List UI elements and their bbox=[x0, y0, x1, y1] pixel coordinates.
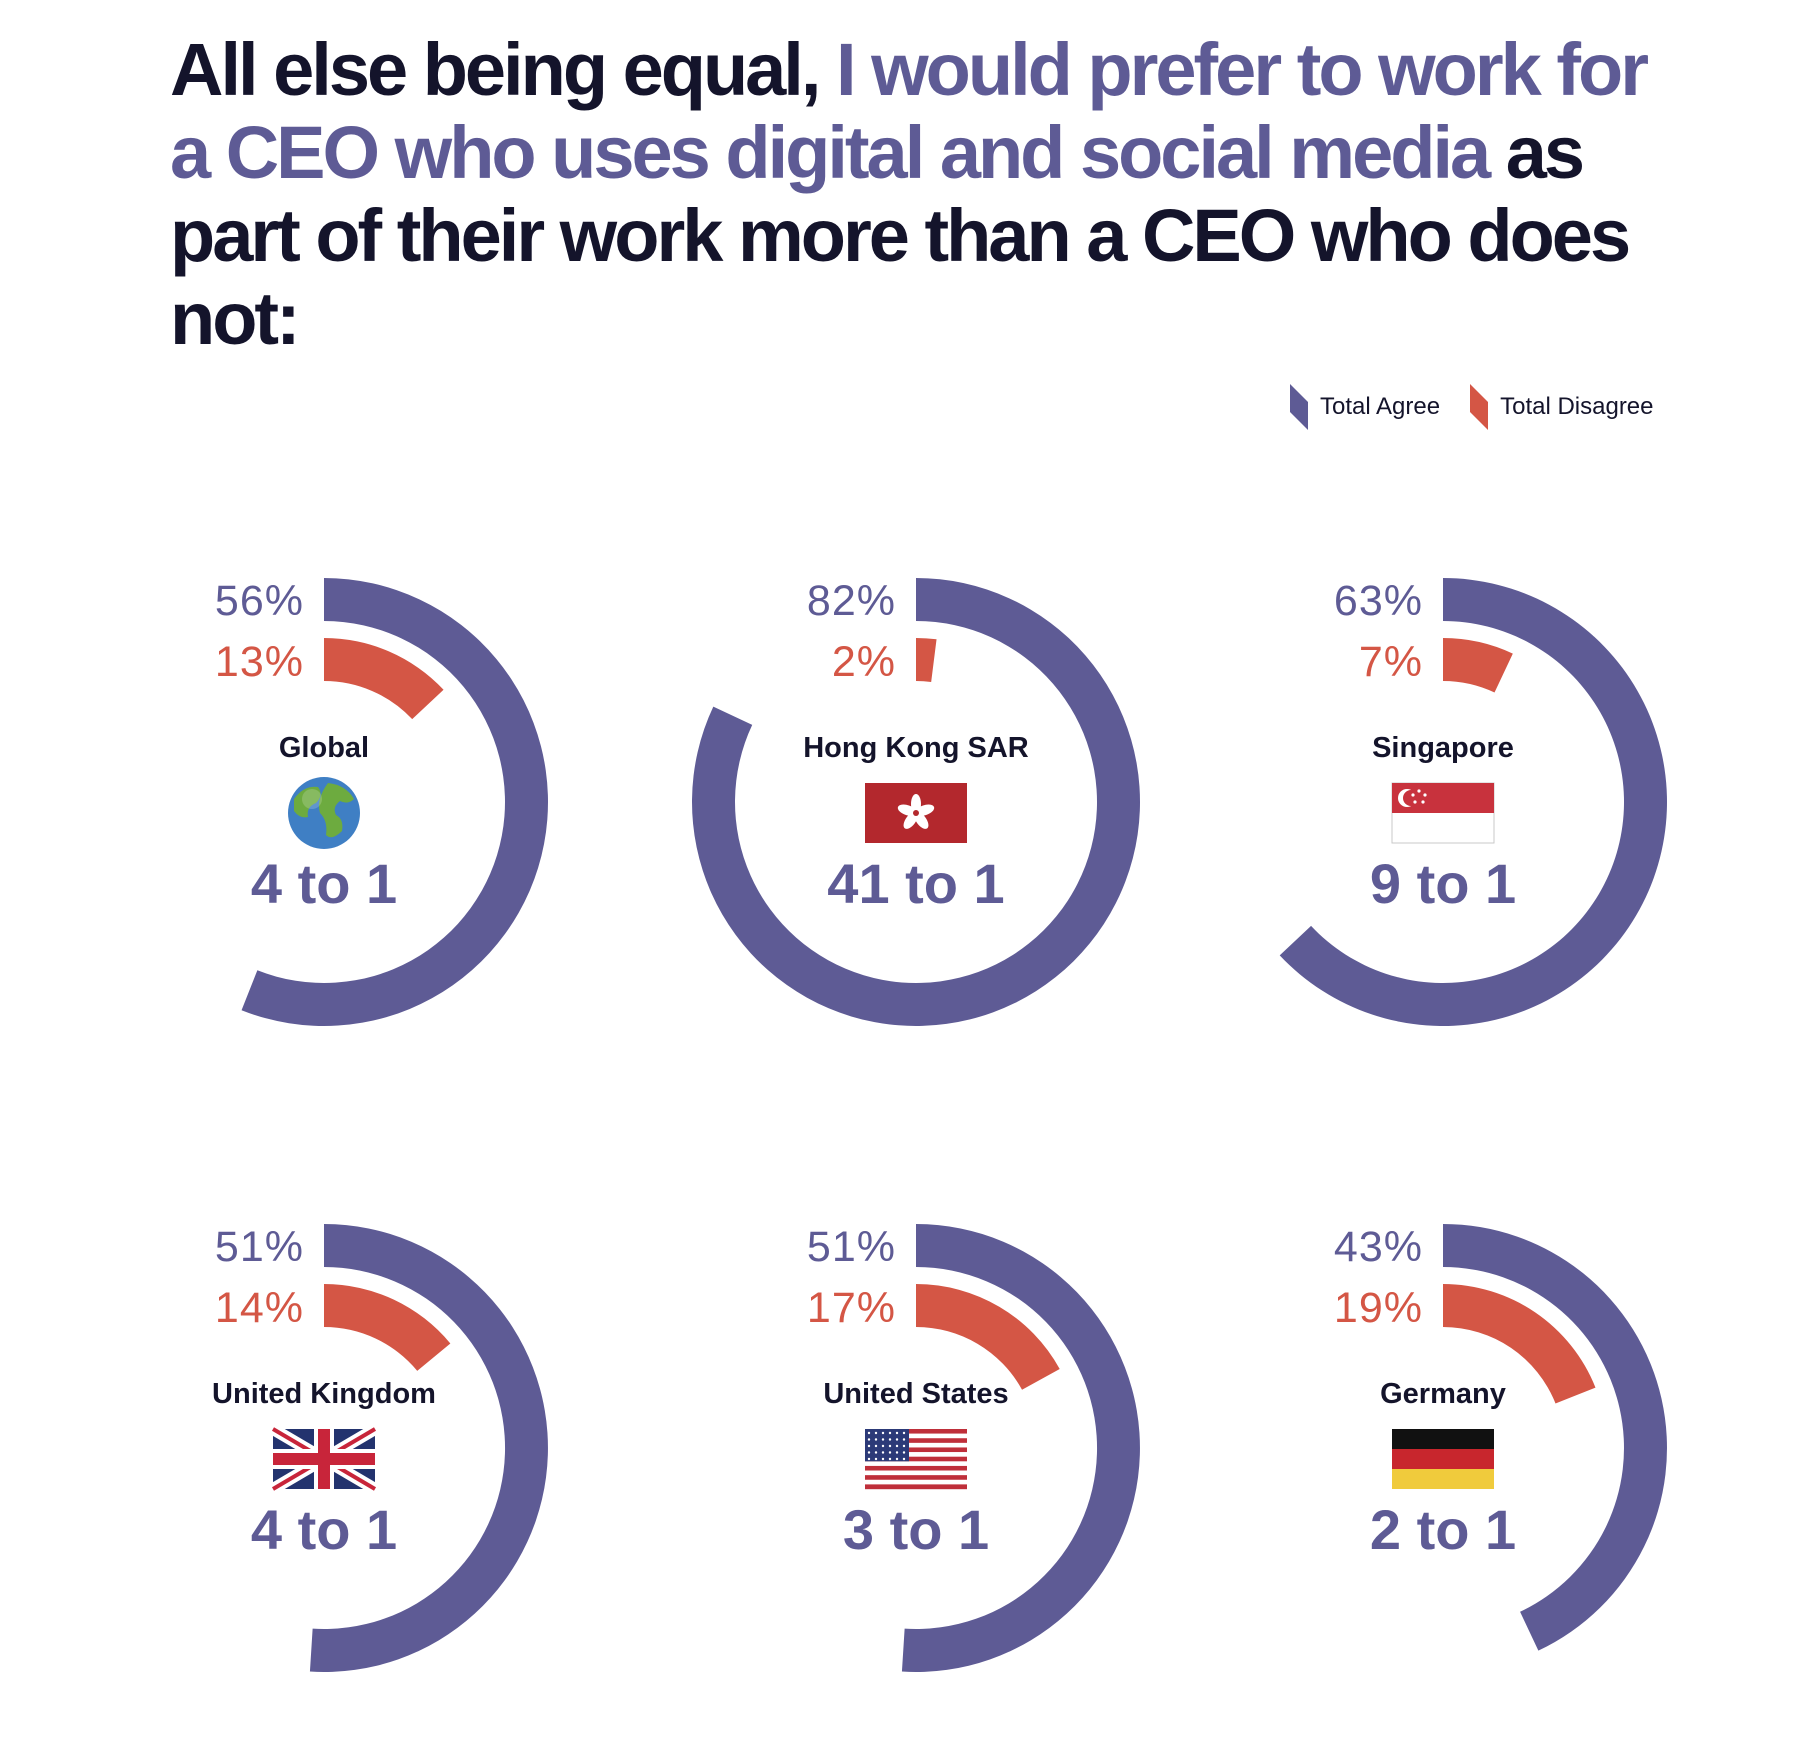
ratio-label-germany: 2 to 1 bbox=[1370, 1498, 1516, 1561]
germany-flag-icon bbox=[1392, 1429, 1494, 1489]
disagree-arc-hong-kong-sar bbox=[916, 638, 937, 682]
region-label-global: Global bbox=[279, 732, 369, 764]
region-label-singapore: Singapore bbox=[1372, 732, 1514, 764]
disagree-value-singapore: 7% bbox=[1359, 638, 1423, 686]
legend-swatch-disagree bbox=[1470, 384, 1489, 430]
singapore-flag-icon bbox=[1391, 782, 1495, 844]
legend-item-disagree: Total Disagree bbox=[1470, 384, 1654, 430]
disagree-value-global: 13% bbox=[215, 638, 304, 686]
title-highlight: I would prefer to work for a CEO who use… bbox=[170, 28, 1649, 194]
radial-chart-united-kingdom: 51% 14% United Kingdom 4 to 1 bbox=[212, 1223, 548, 1672]
agree-value-hong-kong-sar: 82% bbox=[807, 577, 896, 625]
agree-value-singapore: 63% bbox=[1334, 577, 1423, 625]
ratio-label-hong-kong-sar: 41 to 1 bbox=[827, 852, 1004, 915]
title-lead: All else being equal, bbox=[170, 28, 836, 111]
radial-chart-united-states: 51% 17% United States 3 to 1 bbox=[807, 1223, 1140, 1672]
radial-chart-germany: 43% 19% Germany 2 to 1 bbox=[1334, 1223, 1667, 1651]
disagree-arc-global bbox=[324, 638, 444, 720]
radial-chart-hong-kong-sar: 82% 2% Hong Kong SAR 41 to 1 bbox=[692, 577, 1141, 1026]
agree-value-united-states: 51% bbox=[807, 1223, 896, 1271]
region-label-united-states: United States bbox=[823, 1378, 1008, 1410]
ratio-label-singapore: 9 to 1 bbox=[1370, 852, 1516, 915]
agree-value-germany: 43% bbox=[1334, 1223, 1423, 1271]
uk-flag-icon bbox=[269, 1423, 379, 1495]
region-label-hong-kong-sar: Hong Kong SAR bbox=[803, 732, 1029, 764]
radial-chart-global: 56% 13% Global 4 to 1 bbox=[215, 577, 548, 1026]
disagree-arc-united-states bbox=[916, 1284, 1060, 1390]
agree-value-united-kingdom: 51% bbox=[215, 1223, 304, 1271]
agree-value-global: 56% bbox=[215, 577, 304, 625]
agree-arc-global bbox=[241, 578, 548, 1026]
disagree-arc-singapore bbox=[1443, 638, 1513, 693]
us-flag-icon bbox=[865, 1429, 967, 1490]
ratio-label-united-kingdom: 4 to 1 bbox=[251, 1498, 397, 1561]
chart-title: All else being equal, I would prefer to … bbox=[170, 28, 1690, 360]
disagree-value-hong-kong-sar: 2% bbox=[832, 638, 896, 686]
disagree-value-united-kingdom: 14% bbox=[215, 1284, 304, 1332]
region-label-germany: Germany bbox=[1380, 1378, 1506, 1410]
legend-label-disagree: Total Disagree bbox=[1500, 393, 1654, 420]
hong-kong-flag-icon bbox=[865, 783, 967, 843]
legend-item-agree: Total Agree bbox=[1290, 384, 1440, 430]
agree-arc-united-states bbox=[901, 1224, 1140, 1672]
ratio-label-united-states: 3 to 1 bbox=[843, 1498, 989, 1561]
disagree-value-germany: 19% bbox=[1334, 1284, 1423, 1332]
globe-icon bbox=[288, 777, 360, 849]
disagree-arc-germany bbox=[1443, 1284, 1596, 1404]
legend-label-agree: Total Agree bbox=[1320, 393, 1441, 420]
radial-chart-singapore: 63% 7% Singapore 9 to 1 bbox=[1279, 577, 1667, 1026]
disagree-value-united-states: 17% bbox=[807, 1284, 896, 1332]
legend: Total Agree Total Disagree bbox=[1290, 384, 1654, 430]
title-tail: as part of their work more than a CEO wh… bbox=[170, 111, 1631, 360]
agree-arc-united-kingdom bbox=[309, 1224, 548, 1672]
ratio-label-global: 4 to 1 bbox=[251, 852, 397, 915]
legend-swatch-agree bbox=[1290, 384, 1308, 430]
region-label-united-kingdom: United Kingdom bbox=[212, 1378, 436, 1410]
disagree-arc-united-kingdom bbox=[324, 1284, 451, 1371]
agree-arc-germany bbox=[1443, 1224, 1667, 1651]
agree-arc-singapore bbox=[1279, 578, 1667, 1026]
